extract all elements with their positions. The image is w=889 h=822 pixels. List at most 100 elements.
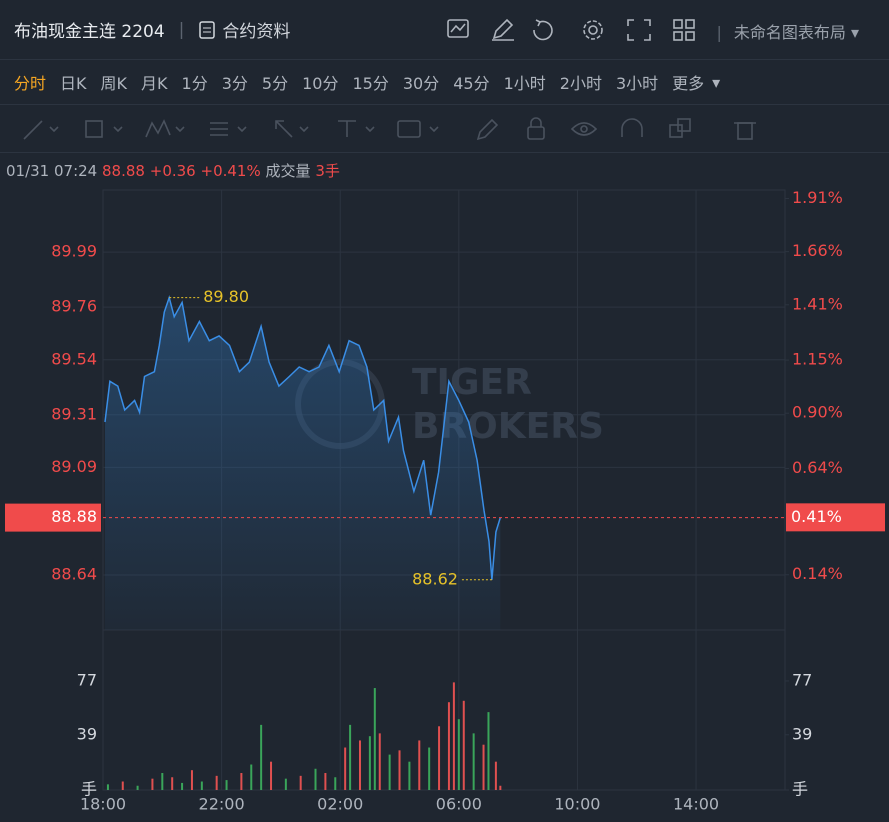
header: 布油现金主连 2204 | 合约资料 | 未命名图表布局 ▾ [0, 0, 889, 60]
y-tick-label: 89.99 [51, 242, 97, 261]
volume-bar [314, 768, 317, 790]
quote-change: +0.36 [149, 162, 196, 180]
volume-bar [447, 702, 450, 790]
volume-bar [190, 770, 193, 790]
timeframe-tab[interactable]: 5分 [261, 74, 289, 93]
y2-tick-label: 1.66% [792, 241, 843, 260]
header-icons[interactable] [444, 16, 714, 44]
annotation-label: 88.62 [412, 569, 458, 588]
y-tick-label: 89.31 [51, 404, 97, 423]
volume-bar [136, 785, 139, 790]
last-pct-box [786, 503, 885, 532]
volume-bar [428, 747, 431, 790]
timeframe-tab[interactable]: 30分 [402, 74, 440, 93]
timeframe-tab[interactable]: 日K [60, 74, 87, 93]
volume-bar [378, 733, 381, 790]
volume-bar [349, 724, 352, 790]
timeframe-tab[interactable]: 2小时 [559, 74, 602, 93]
volume-bar [494, 761, 497, 790]
volume-bar [181, 782, 184, 790]
y-tick-label: 88.64 [51, 565, 97, 584]
y2-tick-label: 1.91% [792, 188, 843, 207]
volume-bar [106, 784, 109, 790]
timeframe-tab[interactable]: 3分 [221, 74, 248, 93]
divider: | [178, 19, 185, 40]
y2-tick-label: 1.41% [792, 294, 843, 313]
x-tick-label: 10:00 [554, 795, 600, 814]
watermark-circle [295, 359, 385, 449]
layout-name[interactable]: | 未命名图表布局 ▾ [716, 23, 859, 42]
volume-bar [418, 740, 421, 790]
timeframe-tab[interactable]: 分时 [14, 74, 47, 93]
instrument-title: 布油现金主连 2204 [14, 22, 165, 42]
volume-label: 成交量 [265, 162, 311, 180]
volume-bar [215, 775, 218, 790]
y-tick-label: 89.09 [51, 457, 97, 476]
y-tick-label: 89.54 [51, 349, 97, 368]
timeframe-tab[interactable]: 15分 [352, 74, 389, 93]
watermark-logo [295, 359, 385, 449]
volume-bar [324, 773, 327, 790]
timeframe-tab[interactable]: 周K [100, 74, 128, 93]
volume-bar [161, 773, 164, 790]
volume-tick-label: 39 [77, 724, 97, 743]
volume-bar [299, 775, 302, 790]
volume-tick-label: 手 [792, 780, 808, 799]
volume-bar [398, 750, 401, 790]
price-line [104, 294, 502, 580]
contract-info[interactable]: 合约资料 [222, 22, 291, 42]
timeframe-tab[interactable]: 10分 [302, 74, 339, 93]
volume-bar [250, 764, 253, 790]
timeframe-tab[interactable]: 月K [141, 74, 168, 93]
quote-change-pct: +0.41% [200, 162, 261, 180]
volume-tick-label: 77 [792, 670, 812, 689]
y2-tick-label: 0.14% [792, 564, 843, 583]
volume-bar [240, 773, 243, 790]
volume-bar [368, 736, 371, 790]
volume-bar [121, 781, 124, 790]
doc-icon[interactable] [198, 20, 216, 40]
y2-tick-label: 1.15% [792, 350, 843, 369]
x-tick-label: 22:00 [199, 795, 245, 814]
volume-tick-label: 手 [81, 780, 97, 799]
volume-bar [284, 778, 287, 790]
layout-divider: | [716, 23, 722, 42]
timeframe-tabs: 分时 日K 周K 月K 1分 3分 5分 10分 15分 30分 45分 1小时 2小时 3小时 更多 ▾ [0, 60, 889, 105]
volume-bar [388, 754, 391, 790]
volume-bar [171, 777, 174, 790]
x-tick-label: 02:00 [317, 795, 363, 814]
last-pct-label: 0.41% [791, 507, 842, 526]
timeframe-tab[interactable]: 3小时 [615, 74, 659, 93]
quote-price: 88.88 [102, 162, 145, 180]
watermark: TIGER [412, 362, 532, 403]
timeframe-tab[interactable]: 1分 [181, 74, 208, 93]
layout-label[interactable]: 未命名图表布局 [733, 23, 846, 42]
y2-tick-label: 0.64% [792, 458, 843, 477]
toolbar-icons[interactable] [0, 105, 889, 153]
dropdown-arrow[interactable]: ▾ [712, 72, 721, 92]
quote-time: 01/31 07:24 [6, 162, 98, 180]
annotation-label: 89.80 [203, 287, 249, 306]
last-price-label: 88.88 [51, 507, 97, 526]
volume-bar [260, 724, 263, 790]
volume-bar [200, 781, 203, 790]
volume-bar [225, 780, 228, 790]
volume-bar [499, 785, 502, 790]
timeframe-tab[interactable]: 更多 [672, 74, 705, 93]
volume-bar [373, 688, 376, 790]
volume-tick-label: 39 [792, 724, 812, 743]
volume-bar [452, 682, 455, 790]
volume-tick-label: 77 [77, 670, 97, 689]
timeframe-tab[interactable]: 1小时 [503, 74, 546, 93]
volume-bar [151, 778, 154, 790]
timeframe-tab[interactable]: 45分 [453, 74, 490, 93]
volume-bar [358, 740, 361, 790]
volume-value: 3手 [315, 162, 340, 180]
volume-bar [408, 761, 411, 790]
y2-tick-label: 0.90% [792, 403, 843, 422]
volume-bar [270, 761, 273, 790]
volume-bar [334, 777, 337, 790]
drawing-toolbar [0, 105, 889, 153]
volume-bar [344, 747, 347, 790]
